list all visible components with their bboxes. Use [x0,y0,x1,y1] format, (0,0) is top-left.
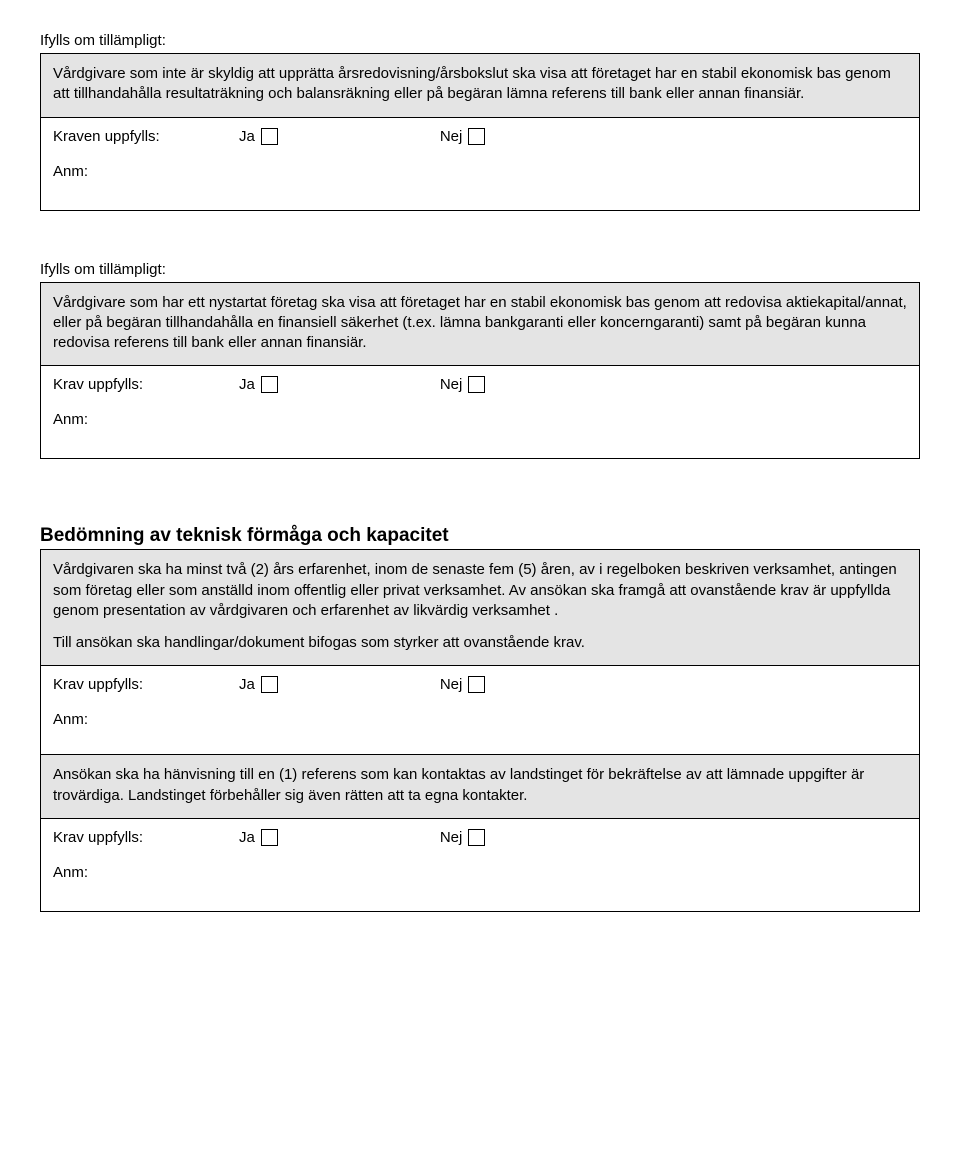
section-p2: Till ansökan ska handlingar/dokument bif… [53,633,907,653]
response-box-1: Kraven uppfylls: Ja Nej Anm: [40,118,920,211]
nej-label-2: Nej [440,376,463,393]
ja-label-3: Ja [239,676,255,693]
krav-uppfylls-row-4: Krav uppfylls: Ja Nej [53,829,907,846]
krav-uppfylls-label-3: Krav uppfylls: [53,676,233,693]
krav-uppfylls-label-4: Krav uppfylls: [53,829,233,846]
checkbox-ja-1[interactable] [261,128,278,145]
nej-label-1: Nej [440,128,463,145]
fill-label-2: Ifylls om tillämpligt: [40,261,920,278]
checkbox-ja-3[interactable] [261,676,278,693]
nej-label-4: Nej [440,829,463,846]
nej-label-3: Nej [440,676,463,693]
response-box-2: Krav uppfylls: Ja Nej Anm: [40,366,920,459]
fill-label-1: Ifylls om tillämpligt: [40,32,920,49]
krav-uppfylls-row-3: Krav uppfylls: Ja Nej [53,676,907,693]
checkbox-nej-1[interactable] [468,128,485,145]
section-info-box: Vårdgivaren ska ha minst två (2) års erf… [40,549,920,666]
anm-label-2: Anm: [53,411,907,428]
checkbox-ja-4[interactable] [261,829,278,846]
info-box-2: Vårdgivare som har ett nystartat företag… [40,282,920,367]
kraven-uppfylls-row: Kraven uppfylls: Ja Nej [53,128,907,145]
section-heading: Bedömning av teknisk förmåga och kapacit… [40,525,920,547]
anm-label-1: Anm: [53,163,907,180]
response-box-3: Krav uppfylls: Ja Nej Anm: [40,666,920,754]
checkbox-nej-3[interactable] [468,676,485,693]
section-p1: Vårdgivaren ska ha minst två (2) års erf… [53,560,907,621]
ja-label-4: Ja [239,829,255,846]
anm-label-4: Anm: [53,864,907,881]
info-box-1: Vårdgivare som inte är skyldig att upprä… [40,53,920,118]
response-box-4: Krav uppfylls: Ja Nej Anm: [40,819,920,912]
ref-info-box: Ansökan ska ha hänvisning till en (1) re… [40,754,920,819]
ja-label-2: Ja [239,376,255,393]
checkbox-nej-2[interactable] [468,376,485,393]
kraven-uppfylls-label: Kraven uppfylls: [53,128,233,145]
anm-label-3: Anm: [53,711,907,728]
checkbox-ja-2[interactable] [261,376,278,393]
checkbox-nej-4[interactable] [468,829,485,846]
krav-uppfylls-row-2: Krav uppfylls: Ja Nej [53,376,907,393]
ja-label-1: Ja [239,128,255,145]
krav-uppfylls-label-2: Krav uppfylls: [53,376,233,393]
